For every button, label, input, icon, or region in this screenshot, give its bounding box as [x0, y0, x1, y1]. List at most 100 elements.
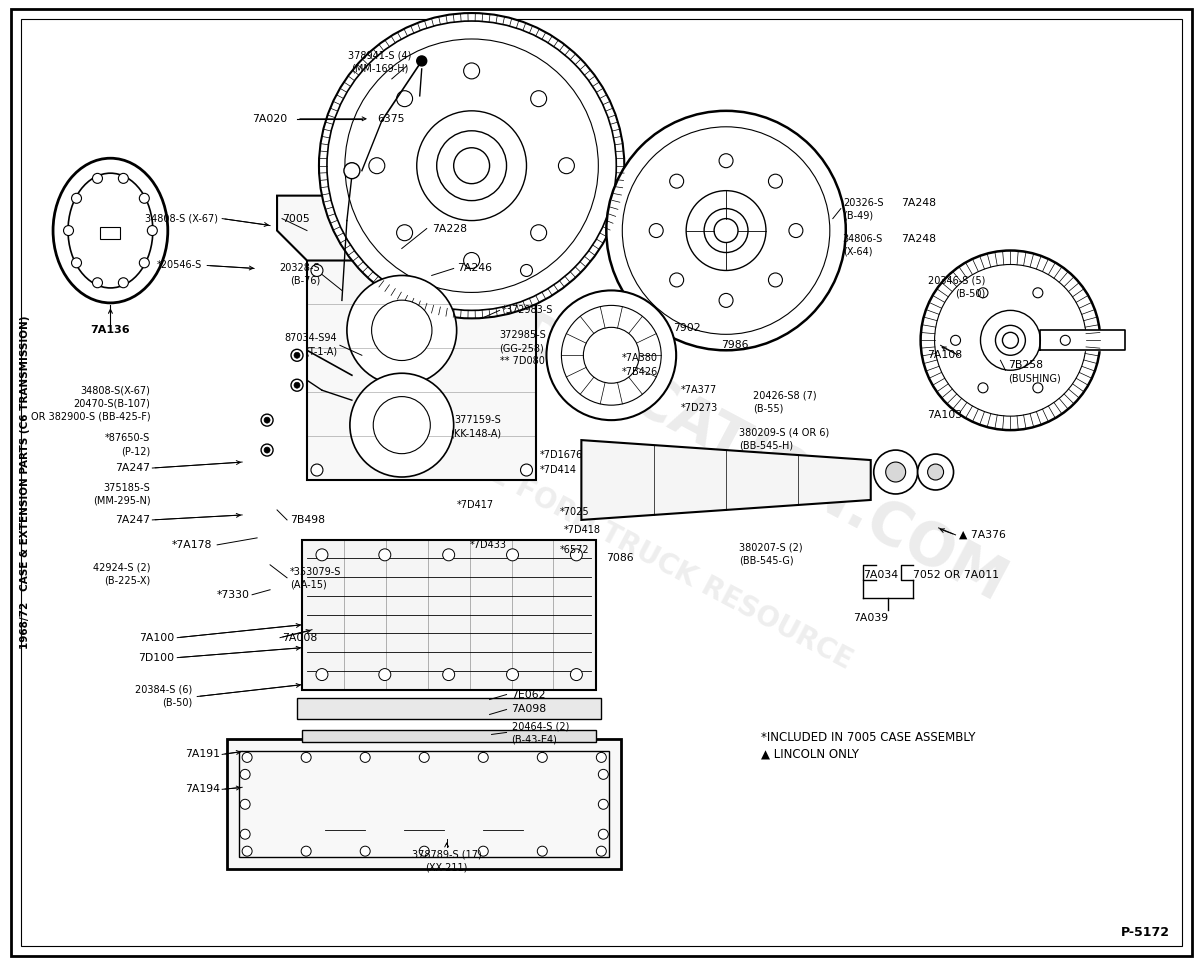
Text: (B-76): (B-76) — [289, 275, 320, 286]
Text: (P-12): (P-12) — [121, 446, 150, 456]
Text: 372985-S: 372985-S — [499, 330, 546, 341]
Circle shape — [463, 253, 480, 268]
Circle shape — [920, 251, 1100, 430]
Circle shape — [242, 753, 252, 762]
Circle shape — [980, 311, 1040, 371]
Circle shape — [570, 549, 582, 561]
Text: 7086: 7086 — [606, 553, 634, 563]
Polygon shape — [581, 440, 871, 520]
Circle shape — [443, 549, 455, 561]
Text: *353079-S: *353079-S — [290, 566, 342, 577]
Text: 7A247: 7A247 — [115, 515, 150, 525]
Circle shape — [360, 846, 370, 856]
Text: 375185-S: 375185-S — [103, 483, 150, 493]
Text: (BB-545-H): (BB-545-H) — [739, 440, 793, 450]
Text: 6375: 6375 — [377, 114, 404, 124]
Text: *7D273: *7D273 — [682, 403, 719, 413]
Text: (B-43-E4): (B-43-E4) — [511, 734, 558, 744]
Text: *7D418: *7D418 — [564, 525, 600, 535]
Bar — [227, 739, 622, 869]
Text: 7E062: 7E062 — [511, 690, 546, 700]
Circle shape — [64, 226, 73, 235]
Circle shape — [373, 397, 431, 454]
Text: (X-64): (X-64) — [842, 246, 872, 257]
Circle shape — [1061, 335, 1070, 345]
Circle shape — [874, 450, 918, 494]
Circle shape — [546, 290, 676, 420]
Circle shape — [437, 131, 506, 201]
Bar — [302, 539, 596, 690]
Polygon shape — [1040, 330, 1126, 350]
Circle shape — [397, 225, 413, 240]
Text: *7A380: *7A380 — [622, 353, 658, 363]
Circle shape — [416, 111, 527, 221]
Circle shape — [240, 769, 250, 780]
Circle shape — [686, 191, 766, 270]
Text: 380209-S (4 OR 6): 380209-S (4 OR 6) — [739, 427, 829, 437]
Text: 1968/72   CASE & EXTENSION PARTS (C6 TRANSMISSION): 1968/72 CASE & EXTENSION PARTS (C6 TRANS… — [19, 316, 30, 649]
Text: 7A039: 7A039 — [853, 613, 888, 622]
Circle shape — [262, 414, 274, 427]
Text: (AA-15): (AA-15) — [290, 580, 326, 590]
Circle shape — [119, 278, 128, 288]
Text: (BUSHING): (BUSHING) — [1008, 373, 1061, 383]
Text: 378789-S (17): 378789-S (17) — [412, 849, 481, 859]
Text: 7A228: 7A228 — [432, 224, 467, 234]
Circle shape — [454, 148, 490, 183]
Circle shape — [301, 846, 311, 856]
Circle shape — [294, 352, 300, 358]
Circle shape — [344, 39, 599, 292]
Circle shape — [397, 91, 413, 107]
Circle shape — [935, 264, 1086, 416]
Text: 7A191: 7A191 — [185, 750, 220, 759]
Circle shape — [538, 846, 547, 856]
Circle shape — [599, 769, 608, 780]
Bar — [307, 261, 536, 480]
Circle shape — [506, 549, 518, 561]
Circle shape — [372, 300, 432, 361]
Circle shape — [264, 447, 270, 453]
Text: OR 382900-S (BB-425-F): OR 382900-S (BB-425-F) — [31, 411, 150, 421]
Circle shape — [788, 224, 803, 237]
Circle shape — [521, 264, 533, 276]
Text: 20464-S (2): 20464-S (2) — [511, 722, 569, 731]
Text: 7986: 7986 — [721, 341, 749, 350]
Text: (XX-211): (XX-211) — [426, 862, 468, 872]
Text: *7D1676: *7D1676 — [540, 450, 583, 460]
Text: *7330: *7330 — [217, 590, 250, 600]
Text: 7A136: 7A136 — [91, 325, 131, 336]
Circle shape — [596, 753, 606, 762]
Text: 7902: 7902 — [673, 323, 701, 333]
Circle shape — [92, 174, 102, 183]
Text: *7D414: *7D414 — [540, 465, 576, 475]
Circle shape — [368, 157, 385, 174]
Bar — [298, 698, 601, 720]
Circle shape — [558, 157, 575, 174]
Circle shape — [294, 382, 300, 388]
Circle shape — [596, 846, 606, 856]
Text: (B-50): (B-50) — [162, 698, 192, 707]
Text: 7A246: 7A246 — [457, 263, 492, 273]
Text: 378941-S (4): 378941-S (4) — [348, 51, 412, 61]
Circle shape — [139, 258, 149, 268]
Circle shape — [72, 193, 82, 204]
Text: P-5172: P-5172 — [1121, 926, 1170, 939]
Text: 7B498: 7B498 — [290, 515, 325, 525]
Circle shape — [479, 846, 488, 856]
Circle shape — [463, 63, 480, 79]
Text: 34808-S (X-67): 34808-S (X-67) — [145, 213, 218, 224]
Text: (KK-148-A): (KK-148-A) — [450, 428, 502, 438]
Text: (BB-545-G): (BB-545-G) — [739, 556, 793, 565]
Text: *7A178: *7A178 — [172, 539, 212, 550]
Circle shape — [379, 549, 391, 561]
Circle shape — [72, 258, 82, 268]
Text: 7A008: 7A008 — [282, 633, 317, 643]
Circle shape — [292, 349, 302, 361]
Text: ** 7D080: ** 7D080 — [499, 356, 545, 367]
Circle shape — [978, 383, 988, 393]
Text: *7B426: *7B426 — [622, 368, 658, 377]
Circle shape — [886, 462, 906, 482]
Circle shape — [719, 293, 733, 308]
Circle shape — [311, 464, 323, 476]
Circle shape — [316, 549, 328, 561]
